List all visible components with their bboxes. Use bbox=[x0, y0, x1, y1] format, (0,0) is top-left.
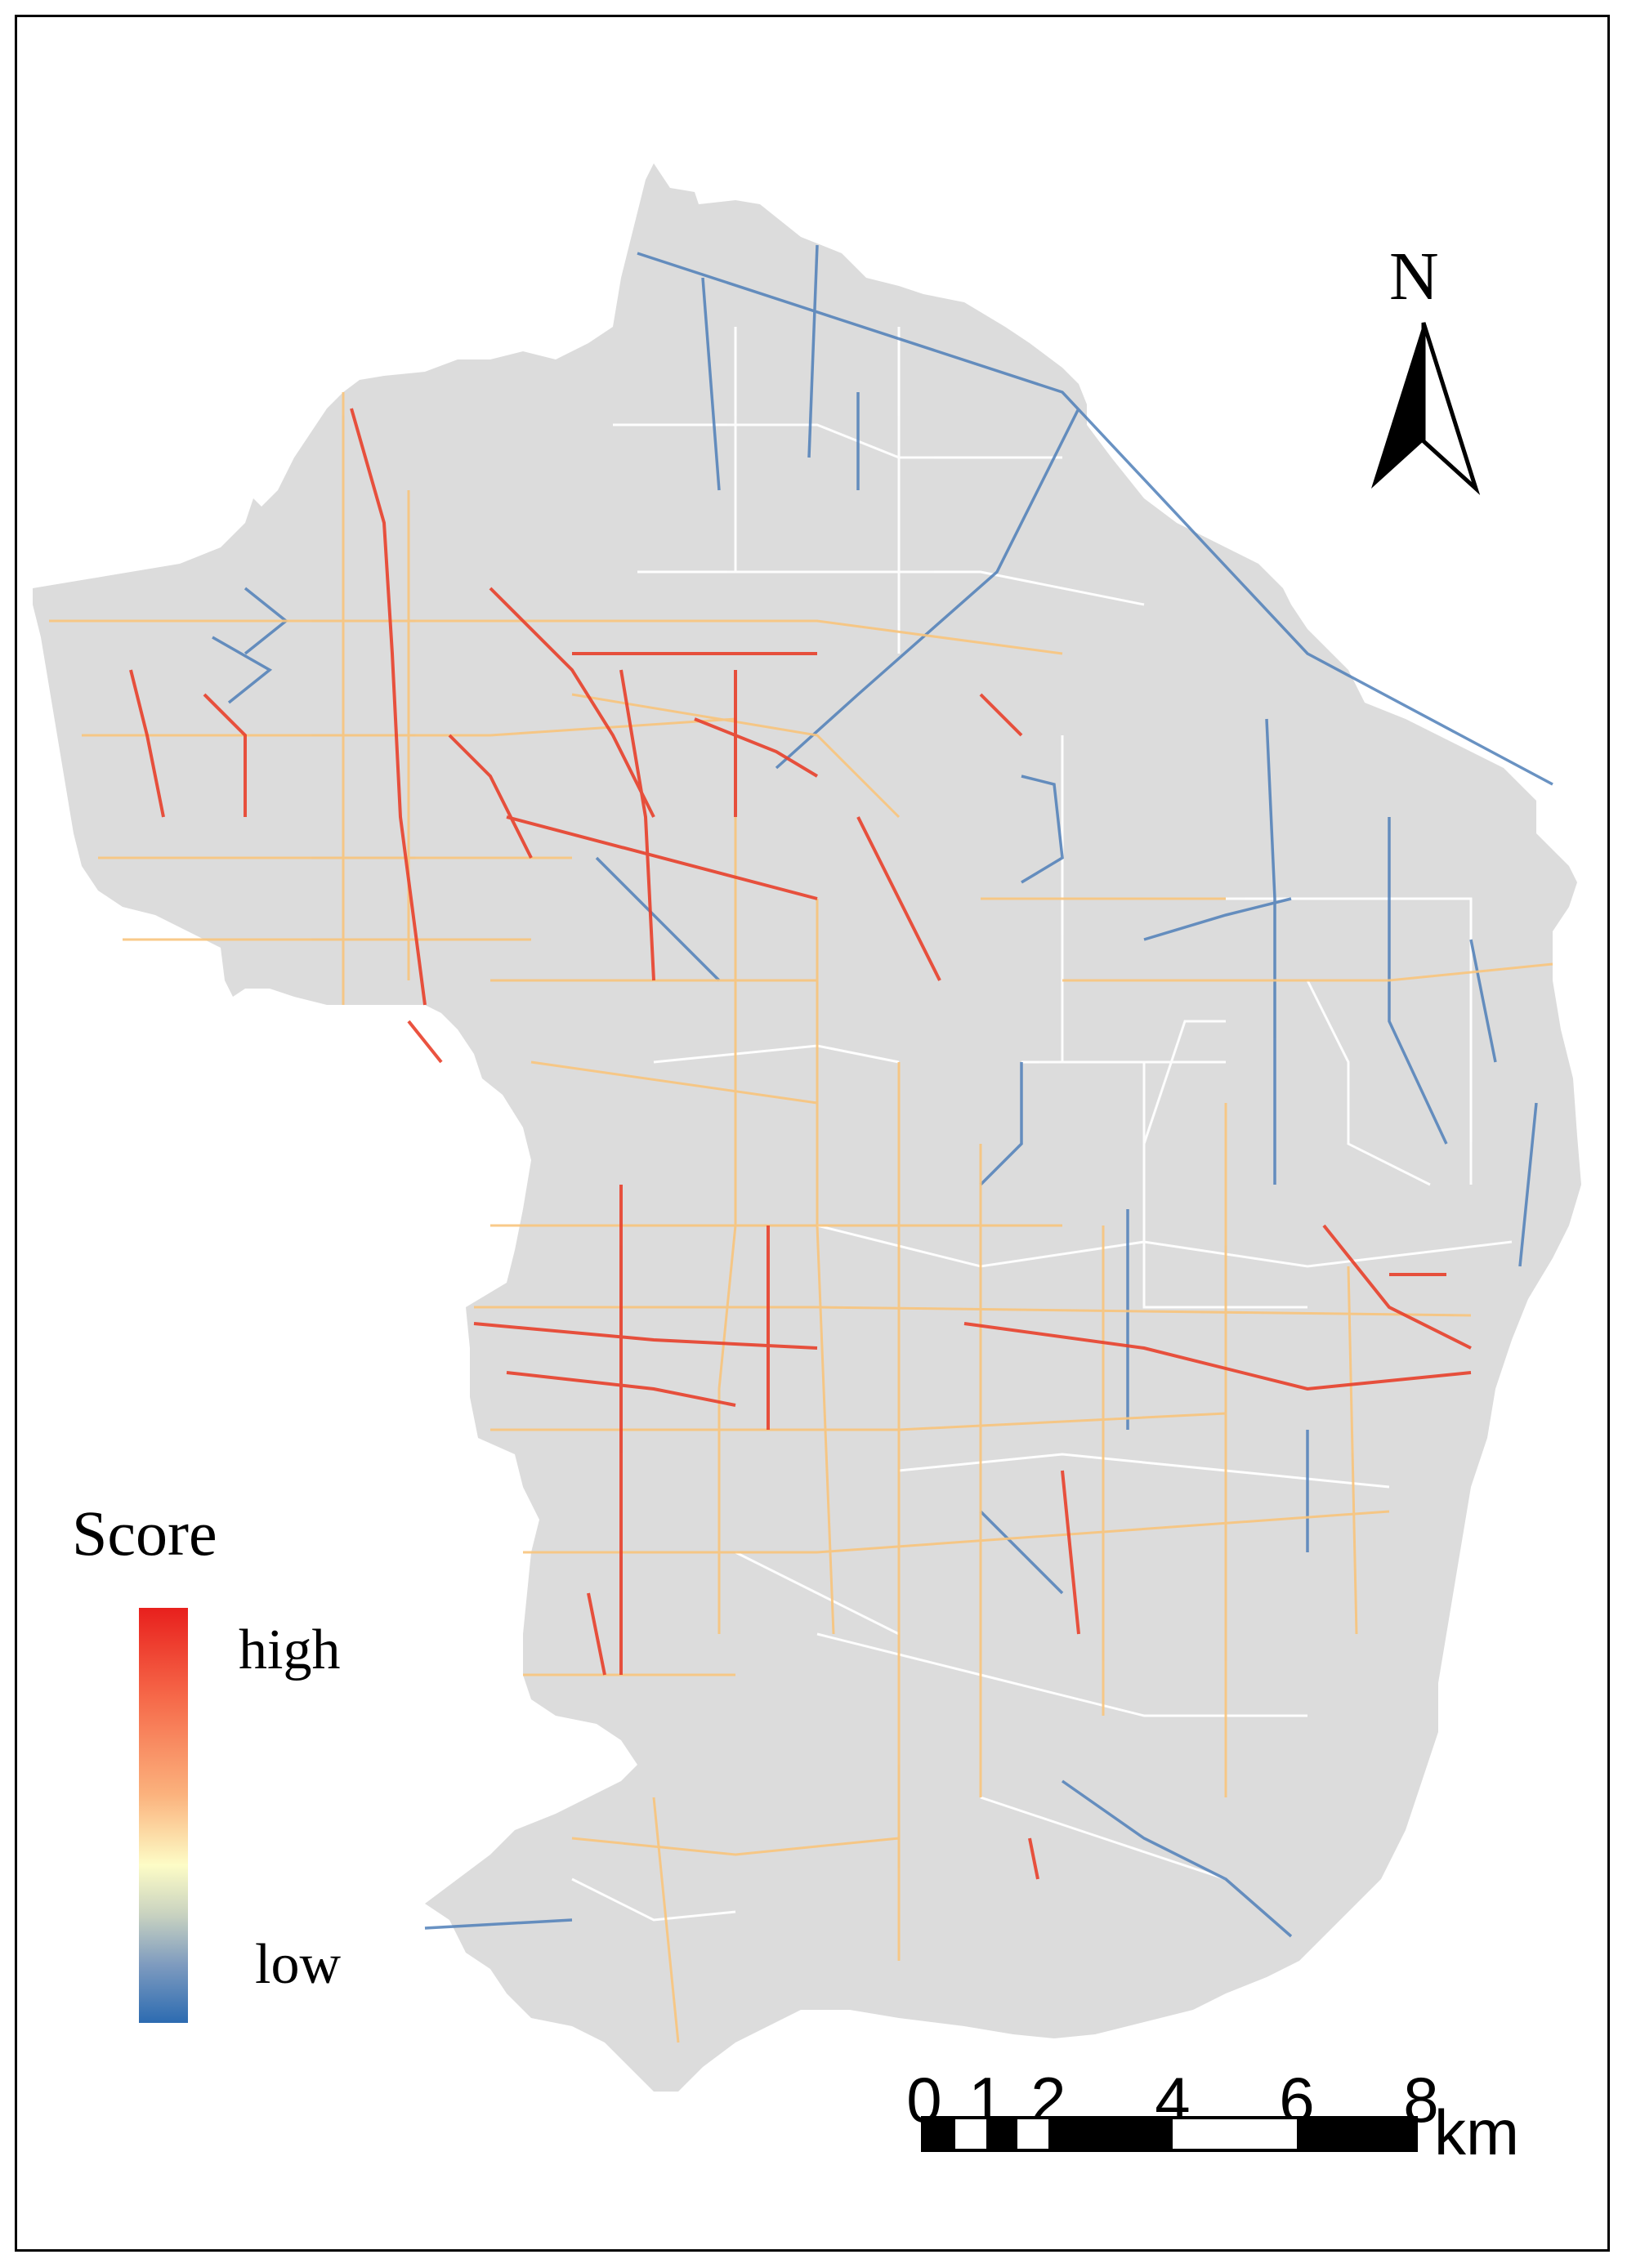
scale-segment bbox=[1173, 2119, 1297, 2149]
legend-title: Score bbox=[72, 1498, 217, 1569]
scale-segment bbox=[1017, 2119, 1048, 2149]
scale-segment bbox=[1048, 2119, 1173, 2149]
scale-segment bbox=[924, 2119, 955, 2149]
legend-high-label: high bbox=[239, 1618, 341, 1681]
north-arrow-right-half bbox=[1421, 322, 1481, 496]
low-score-roads bbox=[212, 244, 1553, 1938]
scale-segment bbox=[986, 2119, 1017, 2149]
scale-unit-label: km bbox=[1434, 2096, 1519, 2168]
north-arrow bbox=[1371, 322, 1481, 496]
scale-bar bbox=[921, 2116, 1418, 2152]
legend-low-label: low bbox=[255, 1933, 341, 1996]
scale-segment bbox=[955, 2119, 986, 2149]
north-arrow-label: N bbox=[1389, 239, 1439, 315]
map-frame bbox=[15, 15, 1610, 2252]
north-arrow-left-half bbox=[1371, 323, 1424, 489]
scale-segment bbox=[1297, 2119, 1415, 2149]
high-score-roads bbox=[129, 408, 1472, 1880]
legend-color-ramp bbox=[139, 1608, 188, 2023]
district-area bbox=[33, 163, 1581, 2092]
